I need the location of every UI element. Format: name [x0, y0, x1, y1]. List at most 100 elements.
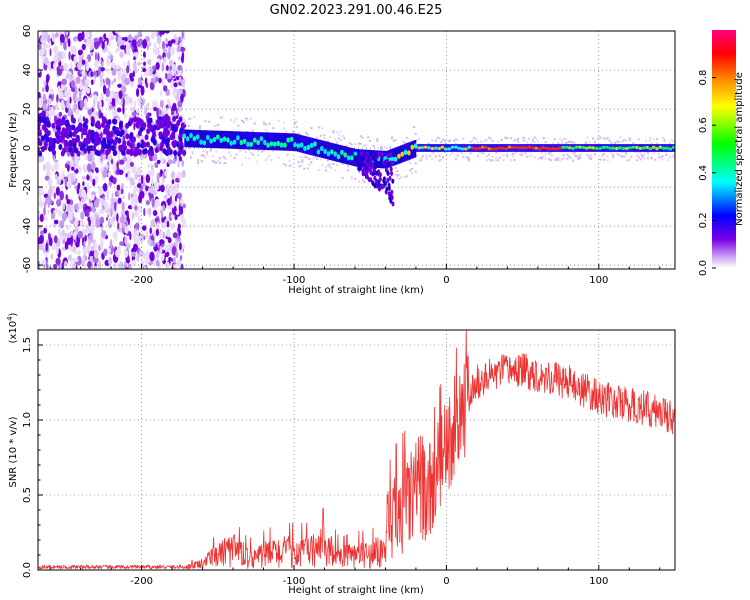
noise-cell	[59, 33, 65, 44]
halo-cell	[559, 138, 562, 141]
band-core-cell	[246, 141, 250, 147]
noise-cell	[108, 248, 111, 254]
noise-cell	[73, 230, 77, 240]
halo-cell	[310, 161, 313, 164]
halo-cell	[588, 140, 591, 143]
band-core-cell	[303, 145, 307, 152]
noise-band-cell	[161, 136, 166, 143]
tail-cell	[374, 152, 378, 158]
halo-cell	[632, 142, 635, 145]
halo-cell	[615, 153, 618, 155]
halo-cell	[383, 146, 386, 149]
noise-band-cell	[76, 150, 81, 157]
noise-cell	[63, 40, 67, 50]
halo-cell	[255, 160, 258, 163]
band-core-cell	[390, 156, 395, 162]
noise-cell	[56, 94, 59, 103]
noise-cell	[66, 198, 71, 205]
tail-cell	[390, 189, 394, 195]
noise-cell	[154, 217, 159, 222]
halo-cell	[489, 159, 492, 162]
band-core-cell	[588, 146, 592, 150]
noise-cell	[89, 249, 96, 257]
band-cell	[279, 132, 282, 151]
halo-cell	[189, 117, 192, 120]
halo-cell	[561, 139, 563, 142]
halo-cell	[200, 160, 203, 163]
band-core-cell	[212, 136, 217, 143]
noise-cell	[41, 259, 47, 265]
noise-cell	[68, 51, 71, 60]
halo-cell	[467, 158, 470, 161]
noise-cell	[56, 198, 62, 207]
halo-cell	[519, 153, 521, 156]
noise-band-cell	[55, 119, 60, 126]
halo-cell	[303, 156, 306, 159]
noise-band-cell	[133, 116, 137, 123]
noise-band-cell	[83, 129, 88, 136]
noise-cell	[179, 254, 183, 261]
noise-cell	[181, 31, 184, 39]
noise-cell	[156, 172, 160, 182]
noise-cell	[85, 65, 89, 72]
noise-cell	[85, 208, 90, 218]
noise-cell	[156, 107, 159, 118]
halo-cell	[566, 141, 569, 144]
halo-cell	[548, 158, 551, 161]
noise-cell	[66, 203, 72, 213]
band-core-cell	[514, 145, 518, 149]
colorbar-label: Normalized spectral amplitude	[734, 72, 745, 226]
band-cell	[289, 133, 292, 151]
band-core-cell	[273, 141, 277, 147]
noise-cell	[81, 189, 87, 198]
halo-cell	[350, 143, 353, 146]
halo-cell	[513, 159, 516, 161]
halo-cell	[420, 159, 423, 162]
noise-cell	[132, 243, 138, 252]
halo-cell	[297, 165, 300, 168]
noise-cell	[135, 222, 140, 230]
band-core-cell	[665, 146, 669, 150]
noise-cell	[176, 45, 181, 52]
halo-cell	[354, 178, 357, 181]
noise-cell	[68, 254, 72, 261]
halo-cell	[390, 137, 393, 139]
halo-cell	[462, 155, 465, 158]
halo-cell	[277, 119, 280, 122]
noise-cell	[175, 250, 179, 259]
noise-cell	[143, 190, 147, 196]
halo-cell	[533, 156, 536, 158]
halo-cell	[204, 156, 207, 159]
band-core-cell	[326, 151, 331, 157]
halo-cell	[215, 150, 218, 153]
noise-cell	[62, 229, 65, 236]
band-core-cell	[564, 145, 569, 149]
band-core-cell	[467, 145, 472, 149]
halo-cell	[411, 172, 414, 175]
noise-cell	[122, 105, 125, 115]
halo-cell	[606, 159, 609, 162]
halo-cell	[444, 151, 446, 154]
halo-cell	[317, 126, 320, 129]
halo-cell	[641, 156, 644, 159]
halo-cell	[625, 153, 627, 156]
noise-cell	[77, 230, 84, 239]
halo-cell	[584, 140, 587, 143]
halo-cell	[566, 157, 569, 160]
noise-cell	[147, 207, 152, 216]
halo-cell	[283, 127, 285, 130]
noise-cell	[121, 201, 125, 211]
noise-cell	[75, 97, 81, 102]
band-core-cell	[504, 147, 508, 151]
noise-cell	[116, 212, 119, 223]
band-core-cell	[477, 146, 482, 150]
halo-cell	[407, 160, 410, 162]
band-cell	[338, 144, 341, 163]
halo-cell	[659, 156, 662, 159]
halo-cell	[454, 138, 457, 141]
noise-cell	[94, 60, 99, 69]
band-cell	[273, 132, 276, 151]
halo-cell	[467, 157, 470, 160]
halo-cell	[487, 158, 490, 161]
